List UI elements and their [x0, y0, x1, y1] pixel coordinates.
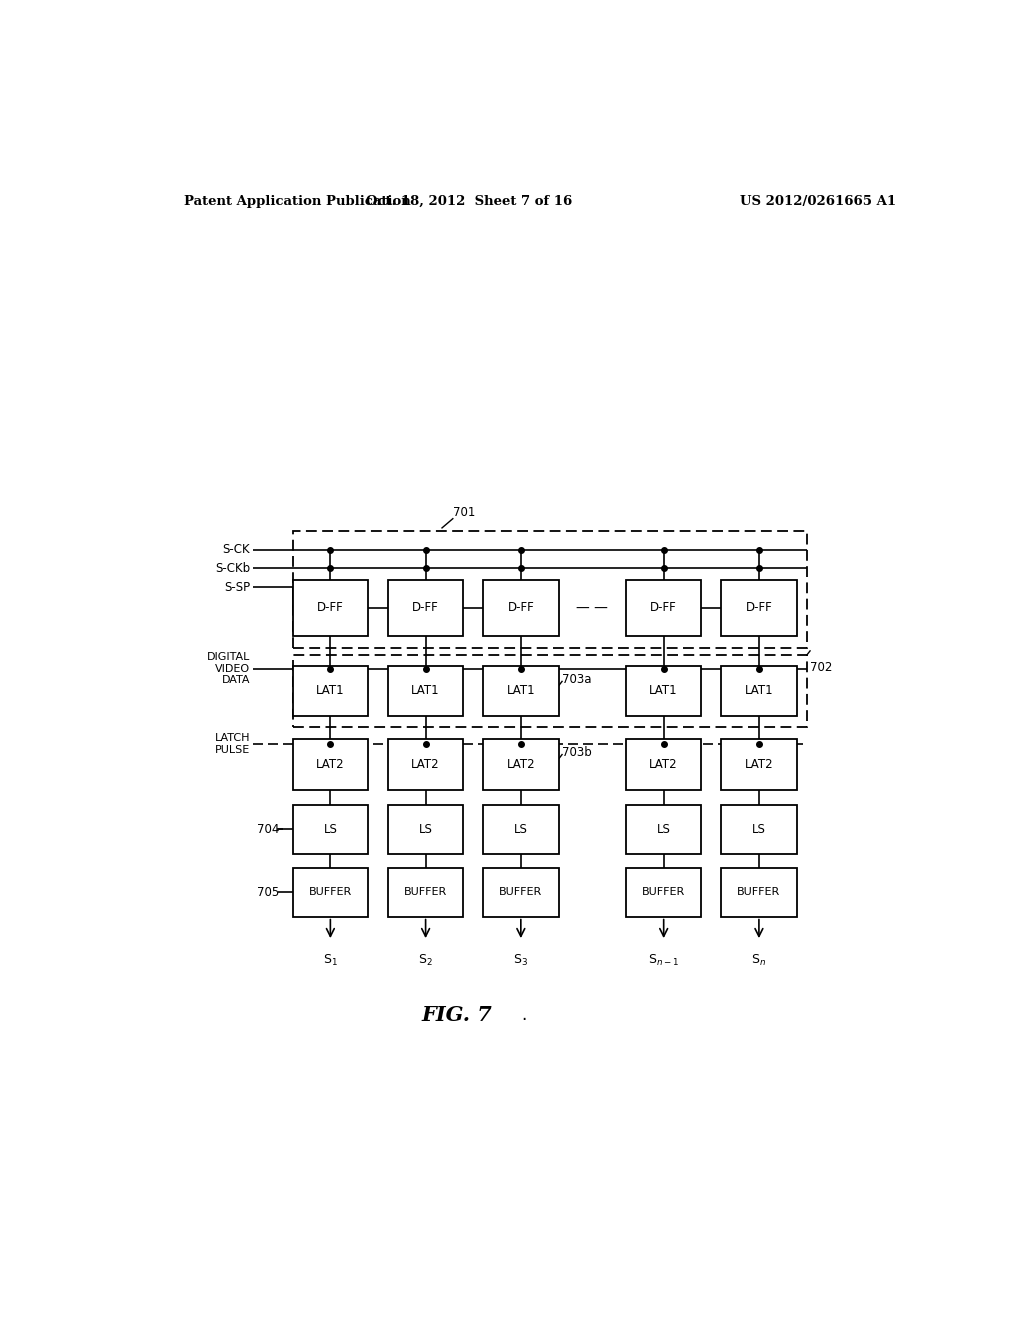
Text: Oct. 18, 2012  Sheet 7 of 16: Oct. 18, 2012 Sheet 7 of 16: [367, 194, 572, 207]
Text: 703a: 703a: [562, 673, 592, 686]
Text: 704: 704: [257, 822, 280, 836]
Text: S-SP: S-SP: [224, 581, 250, 594]
Text: LAT1: LAT1: [316, 685, 345, 697]
Text: D-FF: D-FF: [413, 601, 439, 614]
Text: S$_1$: S$_1$: [323, 953, 338, 969]
Text: — —: — —: [577, 601, 608, 615]
Text: S$_3$: S$_3$: [513, 953, 528, 969]
Text: LAT2: LAT2: [507, 758, 536, 771]
Bar: [626, 739, 701, 789]
Text: D-FF: D-FF: [317, 601, 344, 614]
Text: D-FF: D-FF: [650, 601, 677, 614]
Bar: [626, 805, 701, 854]
Text: S$_n$: S$_n$: [752, 953, 766, 969]
Text: LS: LS: [514, 822, 527, 836]
Text: LAT1: LAT1: [507, 685, 536, 697]
Text: LS: LS: [656, 822, 671, 836]
Bar: [721, 739, 797, 789]
Text: LS: LS: [419, 822, 432, 836]
Text: S-CKb: S-CKb: [215, 561, 250, 574]
Text: FIG. 7: FIG. 7: [422, 1006, 493, 1026]
Text: LAT2: LAT2: [316, 758, 345, 771]
Bar: [388, 867, 463, 916]
Text: LAT1: LAT1: [649, 685, 678, 697]
Bar: [388, 739, 463, 789]
Text: D-FF: D-FF: [745, 601, 772, 614]
Text: D-FF: D-FF: [508, 601, 535, 614]
Bar: [293, 656, 807, 726]
Bar: [293, 665, 368, 717]
Text: BUFFER: BUFFER: [642, 887, 685, 898]
Bar: [388, 579, 463, 636]
Bar: [293, 739, 368, 789]
Text: Patent Application Publication: Patent Application Publication: [183, 194, 411, 207]
Bar: [293, 532, 807, 648]
Text: LS: LS: [324, 822, 337, 836]
Bar: [721, 867, 797, 916]
Text: US 2012/0261665 A1: US 2012/0261665 A1: [740, 194, 896, 207]
Text: S$_2$: S$_2$: [418, 953, 433, 969]
Text: BUFFER: BUFFER: [500, 887, 543, 898]
Bar: [293, 579, 368, 636]
Text: LS: LS: [752, 822, 766, 836]
Text: LAT1: LAT1: [412, 685, 440, 697]
Bar: [388, 805, 463, 854]
Text: BUFFER: BUFFER: [404, 887, 447, 898]
Text: DIGITAL
VIDEO
DATA: DIGITAL VIDEO DATA: [207, 652, 250, 685]
Text: LAT2: LAT2: [649, 758, 678, 771]
Text: LATCH
PULSE: LATCH PULSE: [215, 733, 250, 755]
Text: 705: 705: [257, 886, 280, 899]
Text: S-CK: S-CK: [222, 544, 250, 556]
Bar: [721, 579, 797, 636]
Bar: [626, 579, 701, 636]
Bar: [483, 665, 558, 717]
Text: LAT1: LAT1: [744, 685, 773, 697]
Text: 702: 702: [811, 660, 833, 673]
Bar: [483, 579, 558, 636]
Bar: [483, 805, 558, 854]
Bar: [483, 739, 558, 789]
Text: LAT2: LAT2: [744, 758, 773, 771]
Text: S$_{n-1}$: S$_{n-1}$: [648, 953, 679, 969]
Bar: [626, 867, 701, 916]
Text: LAT2: LAT2: [412, 758, 440, 771]
Bar: [293, 867, 368, 916]
Text: 701: 701: [454, 507, 476, 519]
Text: .: .: [521, 1006, 526, 1024]
Bar: [293, 805, 368, 854]
Text: 703b: 703b: [562, 746, 592, 759]
Bar: [626, 665, 701, 717]
Bar: [721, 665, 797, 717]
Bar: [388, 665, 463, 717]
Bar: [721, 805, 797, 854]
Text: BUFFER: BUFFER: [737, 887, 780, 898]
Bar: [483, 867, 558, 916]
Text: BUFFER: BUFFER: [309, 887, 352, 898]
